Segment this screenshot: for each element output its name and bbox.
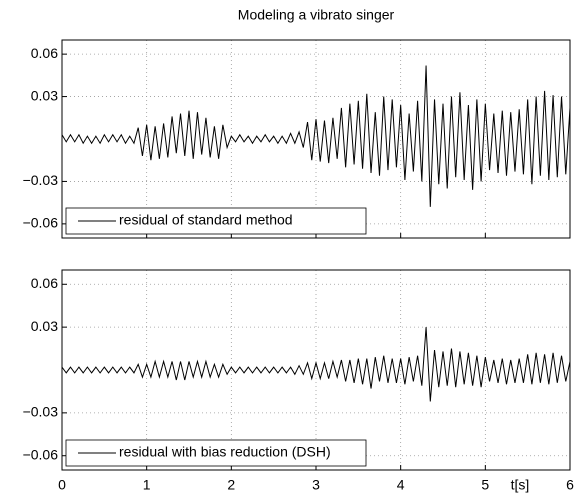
x-tick-label: 0 (58, 477, 66, 493)
y-tick-label: −0.03 (23, 404, 59, 420)
plot-frame (61, 269, 571, 471)
x-tick-label: 4 (397, 477, 405, 493)
y-tick-label: −0.06 (23, 215, 59, 231)
x-tick-label: 6 (566, 477, 574, 493)
y-tick-label: 0.03 (31, 87, 58, 103)
signal-line (61, 327, 571, 402)
y-tick-label: −0.03 (23, 172, 59, 188)
y-tick-label: 0.06 (31, 45, 58, 61)
chart-title: Modeling a vibrato singer (238, 7, 395, 23)
x-tick-label: 2 (227, 477, 235, 493)
plot-frame (61, 39, 571, 239)
y-tick-label: −0.06 (23, 446, 59, 462)
signal-line (61, 65, 571, 207)
legend-label: residual of standard method (119, 212, 293, 228)
x-tick-label: 3 (312, 477, 320, 493)
x-tick-label: 5 (481, 477, 489, 493)
x-tick-label: 1 (143, 477, 151, 493)
legend-label: residual with bias reduction (DSH) (119, 444, 331, 460)
x-axis-label: t[s] (511, 477, 530, 493)
x-label-bg (500, 477, 540, 495)
y-tick-label: 0.03 (31, 318, 58, 334)
y-tick-label: 0.06 (31, 275, 58, 291)
